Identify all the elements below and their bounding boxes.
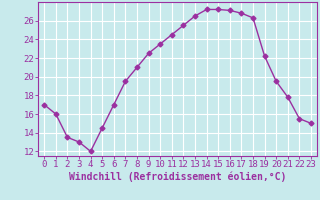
X-axis label: Windchill (Refroidissement éolien,°C): Windchill (Refroidissement éolien,°C) (69, 172, 286, 182)
